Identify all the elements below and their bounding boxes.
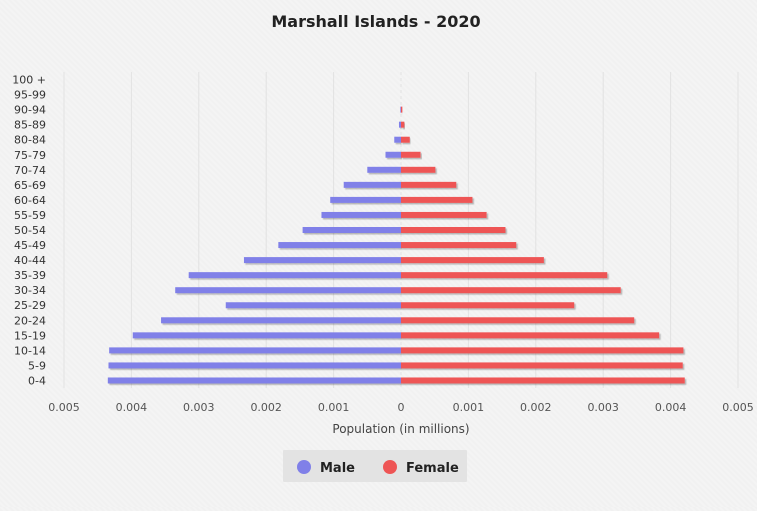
x-tick-label: 0.005 (722, 401, 754, 414)
male-bar[interactable] (330, 196, 401, 203)
age-group-label: 80-84 (14, 134, 46, 147)
age-group-label: 40-44 (14, 254, 46, 267)
age-group-label: 10-14 (14, 344, 46, 357)
male-bar[interactable] (385, 151, 401, 158)
female-bar[interactable] (401, 272, 608, 279)
legend: Male Female (283, 450, 467, 482)
age-group-label: 90-94 (14, 104, 46, 117)
female-bar[interactable] (401, 166, 436, 173)
female-bar[interactable] (401, 136, 410, 143)
age-group-label: 55-59 (14, 209, 46, 222)
male-bar[interactable] (175, 287, 401, 294)
age-group-label: 95-99 (14, 89, 46, 102)
legend-male-label: Male (320, 461, 355, 476)
female-bar[interactable] (401, 332, 660, 339)
female-bar[interactable] (401, 181, 457, 188)
female-bar[interactable] (401, 362, 683, 369)
age-group-label: 100 + (12, 74, 46, 87)
age-group-label: 45-49 (14, 239, 46, 252)
female-bar[interactable] (401, 211, 487, 218)
age-group-label: 85-89 (14, 119, 46, 132)
age-group-label: 50-54 (14, 224, 46, 237)
x-tick-label: 0.005 (48, 401, 80, 414)
age-group-label: 75-79 (14, 149, 46, 162)
female-bar[interactable] (401, 302, 575, 309)
male-bar[interactable] (278, 242, 401, 249)
male-bar[interactable] (188, 272, 401, 279)
age-group-label: 30-34 (14, 284, 46, 297)
x-tick-label: 0.001 (453, 401, 485, 414)
x-axis-tick-labels: 0.005 0.004 0.003 0.002 0.001 0 0.001 0.002 0.00… (48, 401, 754, 414)
male-bar[interactable] (343, 181, 401, 188)
chart-title: Marshall Islands - 2020 (271, 12, 480, 31)
age-group-label: 60-64 (14, 194, 46, 207)
male-bar[interactable] (161, 317, 401, 324)
male-bar[interactable] (225, 302, 401, 309)
female-bar[interactable] (401, 317, 635, 324)
female-bar[interactable] (401, 151, 421, 158)
age-group-label: 15-19 (14, 329, 46, 342)
female-bar[interactable] (401, 227, 506, 233)
female-bar[interactable] (401, 257, 544, 264)
x-tick-label: 0.001 (318, 401, 350, 414)
legend-item-male[interactable]: Male (297, 460, 355, 476)
age-group-labels: 0-4 5-9 10-14 15-19 20-24 25-29 30-34 35-39 40-4… (12, 74, 46, 388)
age-group-label: 70-74 (14, 164, 46, 177)
x-axis-title: Population (in millions) (332, 422, 469, 436)
x-tick-label: 0.004 (655, 401, 687, 414)
legend-background (283, 450, 467, 482)
male-bar[interactable] (132, 332, 402, 339)
male-bar[interactable] (108, 362, 401, 369)
female-bar[interactable] (401, 377, 685, 384)
age-group-label: 25-29 (14, 299, 46, 312)
male-bar[interactable] (321, 211, 401, 218)
age-group-label: 5-9 (28, 359, 46, 372)
legend-item-female[interactable]: Female (383, 460, 459, 476)
x-tick-label: 0.003 (183, 401, 215, 414)
female-bar[interactable] (401, 242, 517, 249)
x-tick-label: 0.003 (587, 401, 619, 414)
male-bar[interactable] (302, 227, 401, 233)
male-bar[interactable] (107, 377, 401, 384)
female-bar[interactable] (401, 196, 473, 203)
legend-male-swatch (297, 460, 311, 474)
legend-female-label: Female (406, 461, 459, 476)
male-bar[interactable] (367, 166, 401, 173)
female-bar[interactable] (401, 287, 621, 294)
male-bar[interactable] (243, 257, 401, 264)
legend-female-swatch (383, 460, 397, 474)
x-tick-label: 0.002 (520, 401, 552, 414)
female-bar[interactable] (401, 106, 403, 113)
male-bar[interactable] (109, 347, 402, 354)
age-group-label: 35-39 (14, 269, 46, 282)
age-group-label: 65-69 (14, 179, 46, 192)
x-tick-label: 0.004 (116, 401, 148, 414)
female-bar[interactable] (401, 121, 405, 128)
age-group-label: 0-4 (28, 374, 46, 387)
age-group-label: 20-24 (14, 314, 46, 327)
male-bar[interactable] (400, 106, 401, 113)
male-bar[interactable] (398, 121, 401, 128)
x-tick-label: 0.002 (250, 401, 282, 414)
female-bar[interactable] (401, 347, 684, 354)
bars-group (107, 106, 685, 384)
male-bar[interactable] (394, 136, 401, 143)
x-tick-label: 0 (398, 401, 405, 414)
